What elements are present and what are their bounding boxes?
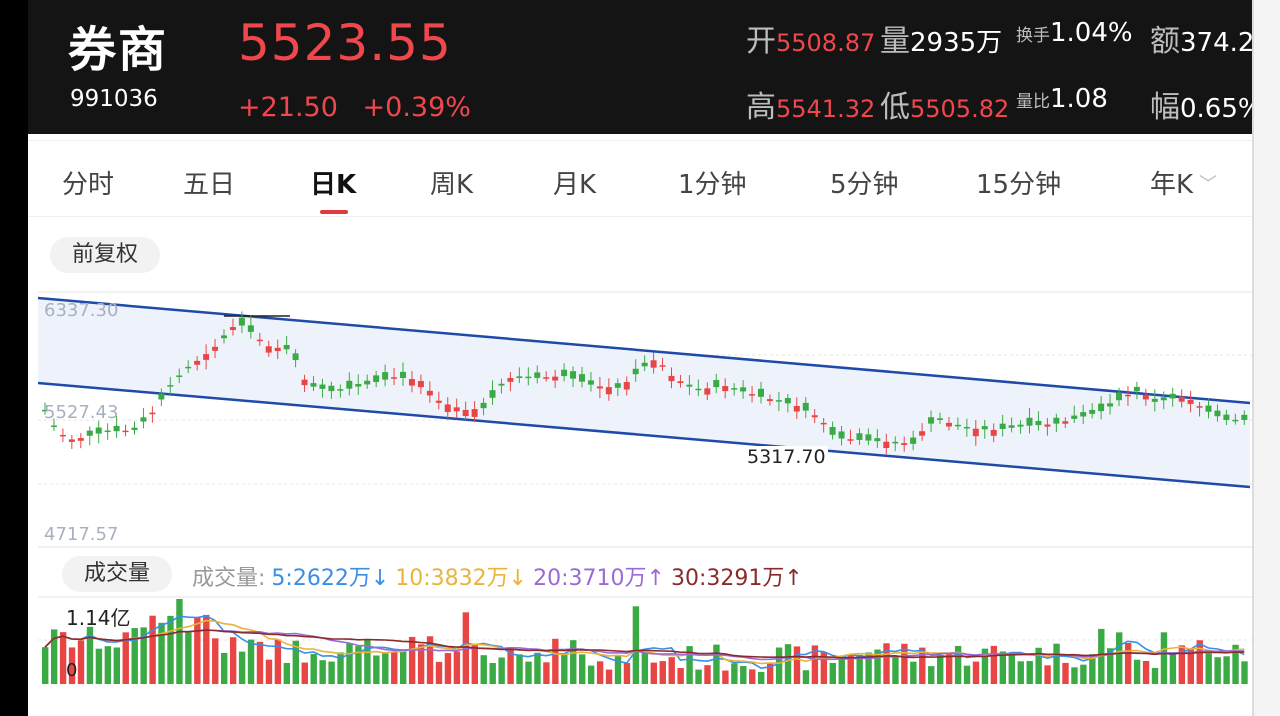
chevron-down-icon: ﹀ (1199, 174, 1218, 195)
change-absolute: +21.50 (238, 92, 338, 123)
tab-weekly-k[interactable]: 周K (430, 170, 474, 200)
price-change: +21.50 +0.39% (238, 92, 471, 123)
trend-channel-lower-line (37, 381, 1251, 489)
turnover-stat: 换手1.04% (1016, 18, 1133, 48)
axis-min-label: 4717.57 (44, 524, 119, 545)
kline-chart[interactable] (28, 0, 1252, 716)
tab-5min[interactable]: 5分钟 (830, 170, 899, 200)
open-stat: 开5508.87 (746, 24, 876, 59)
adjust-mode-button[interactable]: 前复权 (50, 237, 161, 273)
high-stat: 高5541.32 (746, 90, 876, 125)
volume-ma-legend: 成交量: 5:2622万↓ 10:3832万↓ 20:3710万↑ 30:3291万↑ (192, 566, 803, 591)
tab-intraday[interactable]: 分时 (62, 170, 115, 200)
candlesticks (42, 311, 1248, 455)
quote-header: 券商 991036 5523.55 +21.50 +0.39% 开5508.87… (28, 0, 1252, 134)
volume-ratio-stat: 量比1.08 (1016, 84, 1108, 114)
ma30-value: 30:3291万↑ (670, 566, 803, 591)
tab-1min[interactable]: 1分钟 (678, 170, 747, 200)
tab-five-day[interactable]: 五日 (183, 170, 236, 200)
index-code: 991036 (70, 86, 158, 112)
ma5-value: 5:2622万↓ (271, 566, 390, 591)
volume-zero-label: 0 (66, 660, 78, 681)
change-percent: +0.39% (362, 92, 471, 123)
volume-stat: 量2935万 (880, 24, 1003, 59)
volume-bars (42, 599, 1248, 684)
low-stat: 低5505.82 (880, 90, 1010, 125)
ma20-value: 20:3710万↑ (533, 566, 665, 591)
right-frame (1252, 0, 1280, 716)
tab-daily-k[interactable]: 日K (310, 170, 357, 200)
tab-15min[interactable]: 15分钟 (976, 170, 1062, 200)
period-tabs: 分时 五日 日K 周K 月K 1分钟 5分钟 15分钟 年K ﹀ (28, 146, 1252, 217)
index-name: 券商 (68, 22, 169, 78)
amount-stat: 额374.2 (1150, 24, 1252, 59)
trend-channel-fill (38, 298, 1250, 487)
left-frame (0, 0, 28, 716)
ma10-value: 10:3832万↓ (395, 566, 528, 591)
tab-yearly-k[interactable]: 年K ﹀ (1150, 170, 1218, 200)
tab-monthly-k[interactable]: 月K (553, 170, 597, 200)
volume-ma-lines (44, 615, 1245, 670)
axis-max-label: 6337.30 (44, 300, 119, 321)
active-tab-indicator (320, 210, 348, 214)
volume-max-label: 1.14亿 (66, 606, 131, 630)
low-marker-label: 5317.70 (745, 446, 828, 468)
axis-mid-label: 5527.43 (44, 402, 119, 423)
amplitude-stat: 幅0.65% (1150, 90, 1252, 125)
last-price: 5523.55 (238, 14, 452, 72)
volume-indicator-button[interactable]: 成交量 (62, 556, 173, 592)
